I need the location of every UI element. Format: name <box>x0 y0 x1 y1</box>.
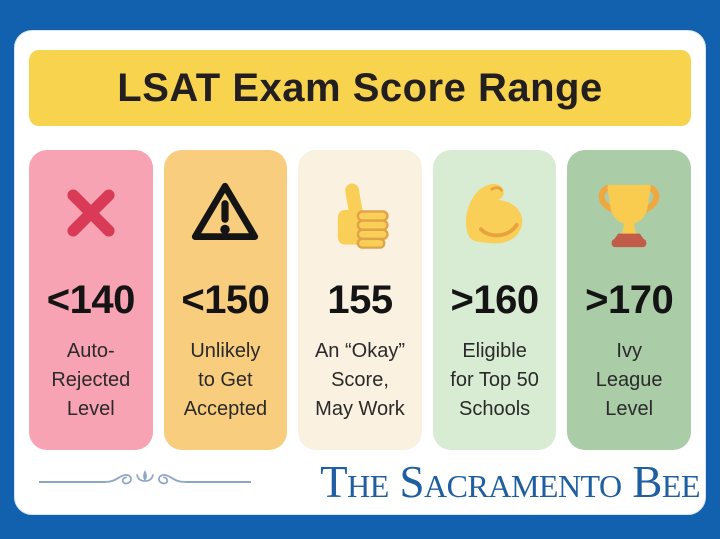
score-value: >160 <box>450 278 540 322</box>
score-card-ivy-league: >170 Ivy League Level <box>567 150 691 450</box>
flexed-biceps-icon <box>456 174 534 252</box>
footer: The Sacramento Bee <box>15 450 705 514</box>
score-card-auto-rejected: <140 Auto- Rejected Level <box>29 150 153 450</box>
score-value: 155 <box>327 278 393 322</box>
score-columns: <140 Auto- Rejected Level <150 Unlikely … <box>29 150 691 450</box>
score-value: <140 <box>46 278 136 322</box>
flourish-divider-icon <box>39 466 251 499</box>
score-card-top50: >160 Eligible for Top 50 Schools <box>432 150 557 450</box>
score-description: Auto- Rejected Level <box>51 340 131 420</box>
page-title: LSAT Exam Score Range <box>117 65 603 110</box>
score-description: Unlikely to Get Accepted <box>183 340 268 420</box>
score-card-okay: 155 An “Okay” Score, May Work <box>298 150 422 450</box>
score-description: An “Okay” Score, May Work <box>314 340 405 420</box>
title-banner: LSAT Exam Score Range <box>29 50 691 126</box>
score-description: Eligible for Top 50 Schools <box>450 340 539 420</box>
score-description: Ivy League Level <box>595 340 663 420</box>
warning-icon <box>188 174 262 252</box>
score-value: >170 <box>585 278 674 322</box>
trophy-icon <box>590 174 668 252</box>
publisher-logo: The Sacramento Bee <box>320 456 700 507</box>
score-value: <150 <box>181 278 270 322</box>
x-mark-icon <box>59 174 123 252</box>
thumbs-up-icon <box>322 174 398 252</box>
score-card-unlikely: <150 Unlikely to Get Accepted <box>163 150 288 450</box>
infographic-panel: LSAT Exam Score Range <140 Auto- Rejecte… <box>14 30 706 515</box>
